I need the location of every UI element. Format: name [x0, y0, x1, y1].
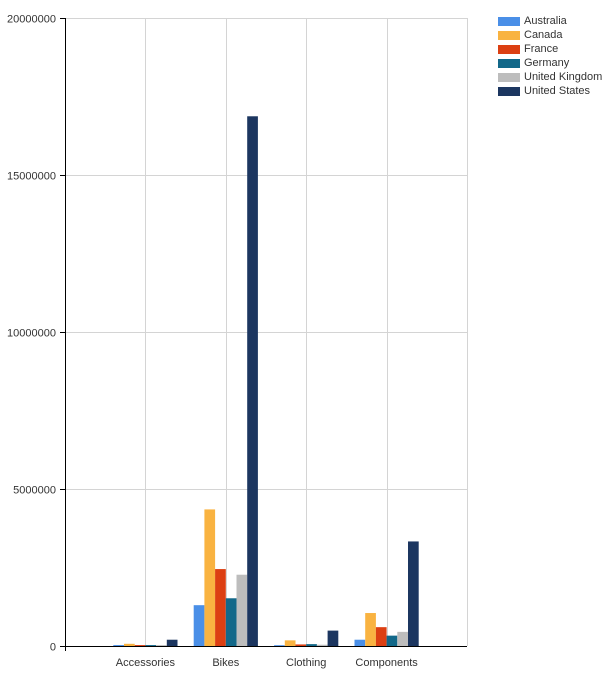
- bar-australia-clothing: [274, 645, 285, 646]
- x-tick-label: Clothing: [286, 657, 326, 669]
- legend-item: United States: [498, 84, 602, 98]
- bar-united-states-clothing: [327, 630, 339, 646]
- y-tick-label: 0: [50, 642, 56, 654]
- legend: Australia Canada France Germany United Kingd…: [498, 14, 602, 98]
- bar-france-clothing: [295, 644, 307, 646]
- legend-item: Germany: [498, 56, 602, 70]
- bar-united-kingdom-clothing: [316, 644, 328, 646]
- bar-france-accessories: [134, 645, 146, 646]
- bar-germany-components: [386, 635, 398, 646]
- legend-label: Canada: [524, 29, 563, 41]
- bar-germany-clothing: [306, 644, 317, 646]
- legend-swatch: [498, 58, 520, 68]
- legend-label: United States: [524, 85, 591, 97]
- x-tick-label: Accessories: [116, 657, 176, 669]
- legend-label: Germany: [524, 57, 570, 69]
- legend-item: Canada: [498, 28, 602, 42]
- legend-label: United Kingdom: [524, 71, 603, 83]
- bar-united-states-accessories: [166, 639, 178, 646]
- legend-swatch: [498, 86, 520, 96]
- bar-france-bikes: [215, 569, 226, 646]
- y-tick-label: 5000000: [13, 485, 56, 497]
- bar-united-kingdom-accessories: [156, 645, 167, 646]
- bar-united-kingdom-components: [397, 631, 408, 646]
- bar-united-states-bikes: [247, 116, 258, 646]
- x-tick-label: Components: [355, 657, 418, 669]
- bar-australia-accessories: [113, 645, 124, 646]
- bar-germany-bikes: [225, 598, 237, 646]
- x-tick-label: Bikes: [212, 657, 239, 669]
- bar-united-kingdom-bikes: [236, 574, 248, 646]
- legend-item: France: [498, 42, 602, 56]
- bar-australia-components: [354, 639, 366, 646]
- bar-canada-bikes: [204, 509, 216, 646]
- legend-swatch: [498, 72, 520, 82]
- legend-item: Australia: [498, 14, 602, 28]
- bar-canada-components: [365, 613, 376, 646]
- legend-swatch: [498, 16, 520, 26]
- bar-united-states-components: [408, 541, 419, 646]
- legend-label: France: [524, 43, 559, 55]
- legend-item: United Kingdom: [498, 70, 602, 84]
- legend-label: Australia: [524, 15, 567, 27]
- legend-swatch: [498, 30, 520, 40]
- y-tick-label: 10000000: [7, 328, 56, 340]
- bar-canada-accessories: [124, 643, 135, 646]
- legend-swatch: [498, 44, 520, 54]
- y-tick-label: 15000000: [7, 171, 56, 183]
- bar-canada-clothing: [284, 640, 296, 646]
- bar-france-components: [375, 627, 387, 646]
- bar-germany-accessories: [145, 645, 157, 646]
- y-tick-label: 20000000: [7, 14, 56, 26]
- bar-australia-bikes: [193, 605, 205, 646]
